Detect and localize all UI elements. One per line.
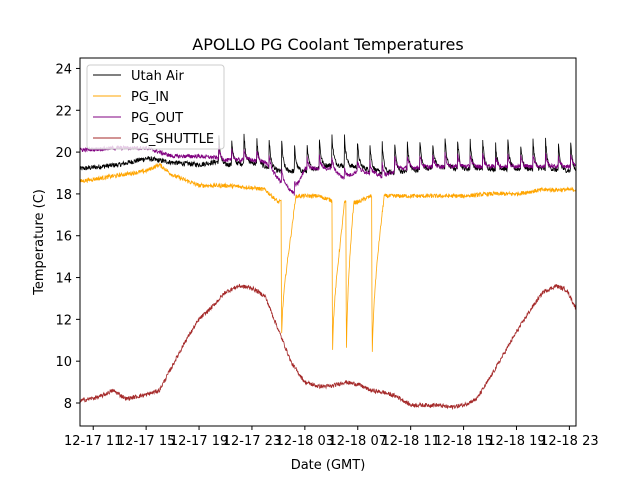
x-tick-label: 12-17 15 — [117, 434, 175, 449]
y-tick-label: 8 — [64, 397, 72, 412]
x-tick-label: 12-18 03 — [276, 434, 334, 449]
plot-frame — [79, 57, 577, 427]
series-line-pg-shuttle — [79, 283, 577, 411]
x-tick-label: 12-18 15 — [434, 434, 492, 449]
x-tick-label: 12-17 11 — [64, 434, 122, 449]
series-line-pg-in — [79, 162, 577, 352]
y-tick-label: 18 — [55, 188, 72, 203]
legend: Utah Air PG_IN PG_OUT PG_SHUTTLE — [86, 64, 225, 150]
y-tick-label: 22 — [55, 104, 72, 119]
series-line-pg-out — [79, 144, 577, 196]
y-tick-label: 16 — [55, 230, 72, 245]
y-tick-label: 12 — [55, 313, 72, 328]
x-tick-label: 12-18 07 — [329, 434, 387, 449]
y-tick-label: 20 — [55, 146, 72, 161]
legend-label: PG_IN — [131, 90, 169, 105]
series-layer — [79, 133, 577, 411]
chart-title: APOLLO PG Coolant Temperatures — [192, 35, 463, 54]
x-tick-label: 12-17 23 — [223, 434, 281, 449]
legend-label: Utah Air — [131, 69, 184, 84]
x-tick-label: 12-18 19 — [487, 434, 545, 449]
y-tick-label: 24 — [55, 62, 72, 77]
x-tick-label: 12-17 19 — [170, 434, 228, 449]
legend-frame — [86, 64, 225, 150]
series-line-utah-air — [79, 133, 577, 176]
x-axis-label: Date (GMT) — [291, 458, 366, 473]
x-tick-label: 12-18 11 — [381, 434, 439, 449]
y-tick-label: 10 — [55, 355, 72, 370]
legend-label: PG_OUT — [131, 111, 183, 126]
legend-label: PG_SHUTTLE — [131, 132, 214, 147]
y-tick-label: 14 — [55, 272, 72, 287]
x-tick-label: 12-18 23 — [540, 434, 598, 449]
y-axis-label: Temperature (C) — [32, 189, 47, 296]
